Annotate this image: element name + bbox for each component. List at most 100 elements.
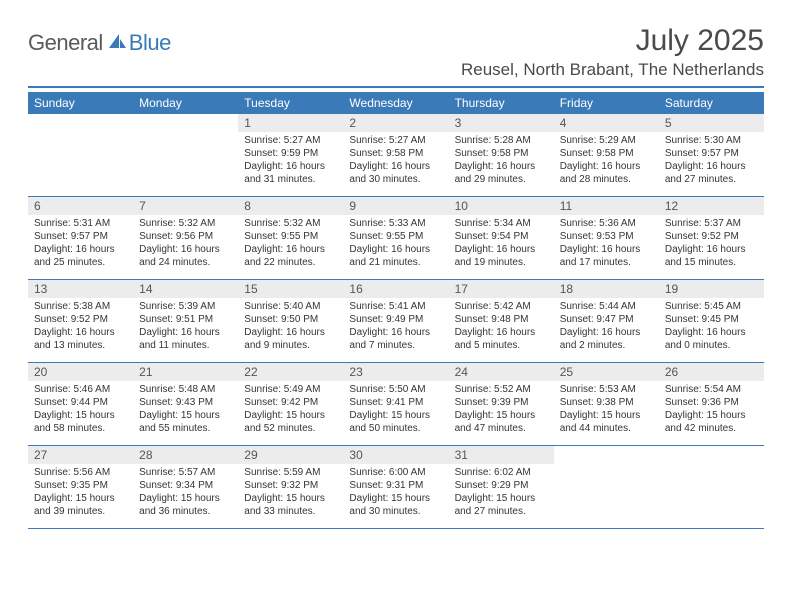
day-number: 16 xyxy=(343,280,448,298)
day-cell: . xyxy=(659,446,764,528)
daylight-line-1: Daylight: 15 hours xyxy=(244,492,337,505)
sunset-line: Sunset: 9:41 PM xyxy=(349,396,442,409)
header: General Blue July 2025 Reusel, North Bra… xyxy=(28,24,764,80)
daylight-line-1: Daylight: 16 hours xyxy=(34,243,127,256)
weekday-header: Sunday xyxy=(28,92,133,114)
day-cell: 5Sunrise: 5:30 AMSunset: 9:57 PMDaylight… xyxy=(659,114,764,196)
day-cell: 18Sunrise: 5:44 AMSunset: 9:47 PMDayligh… xyxy=(554,280,659,362)
daylight-line-2: and 58 minutes. xyxy=(34,422,127,435)
day-body: Sunrise: 6:00 AMSunset: 9:31 PMDaylight:… xyxy=(343,464,448,522)
day-body: Sunrise: 5:53 AMSunset: 9:38 PMDaylight:… xyxy=(554,381,659,439)
logo: General Blue xyxy=(28,30,171,56)
sunset-line: Sunset: 9:39 PM xyxy=(455,396,548,409)
week-row: 13Sunrise: 5:38 AMSunset: 9:52 PMDayligh… xyxy=(28,280,764,363)
daylight-line-2: and 30 minutes. xyxy=(349,505,442,518)
day-body: Sunrise: 5:37 AMSunset: 9:52 PMDaylight:… xyxy=(659,215,764,273)
day-number: 10 xyxy=(449,197,554,215)
sunrise-line: Sunrise: 5:37 AM xyxy=(665,217,758,230)
sunrise-line: Sunrise: 5:27 AM xyxy=(244,134,337,147)
day-number: 19 xyxy=(659,280,764,298)
daylight-line-2: and 7 minutes. xyxy=(349,339,442,352)
day-body: Sunrise: 5:32 AMSunset: 9:56 PMDaylight:… xyxy=(133,215,238,273)
day-cell: 30Sunrise: 6:00 AMSunset: 9:31 PMDayligh… xyxy=(343,446,448,528)
sunset-line: Sunset: 9:55 PM xyxy=(349,230,442,243)
day-body: Sunrise: 5:45 AMSunset: 9:45 PMDaylight:… xyxy=(659,298,764,356)
day-body xyxy=(28,132,133,138)
sunset-line: Sunset: 9:38 PM xyxy=(560,396,653,409)
day-number: 1 xyxy=(238,114,343,132)
sunset-line: Sunset: 9:49 PM xyxy=(349,313,442,326)
daylight-line-2: and 36 minutes. xyxy=(139,505,232,518)
day-body: Sunrise: 6:02 AMSunset: 9:29 PMDaylight:… xyxy=(449,464,554,522)
day-cell: 28Sunrise: 5:57 AMSunset: 9:34 PMDayligh… xyxy=(133,446,238,528)
daylight-line-2: and 0 minutes. xyxy=(665,339,758,352)
day-cell: 26Sunrise: 5:54 AMSunset: 9:36 PMDayligh… xyxy=(659,363,764,445)
day-body: Sunrise: 5:39 AMSunset: 9:51 PMDaylight:… xyxy=(133,298,238,356)
day-body: Sunrise: 5:56 AMSunset: 9:35 PMDaylight:… xyxy=(28,464,133,522)
location: Reusel, North Brabant, The Netherlands xyxy=(461,60,764,80)
week-row: 20Sunrise: 5:46 AMSunset: 9:44 PMDayligh… xyxy=(28,363,764,446)
day-number: 3 xyxy=(449,114,554,132)
day-number: 12 xyxy=(659,197,764,215)
day-number: 13 xyxy=(28,280,133,298)
weekday-header: Tuesday xyxy=(238,92,343,114)
sunrise-line: Sunrise: 5:32 AM xyxy=(139,217,232,230)
day-body: Sunrise: 5:48 AMSunset: 9:43 PMDaylight:… xyxy=(133,381,238,439)
daylight-line-1: Daylight: 16 hours xyxy=(665,326,758,339)
daylight-line-1: Daylight: 16 hours xyxy=(244,160,337,173)
sunset-line: Sunset: 9:32 PM xyxy=(244,479,337,492)
daylight-line-2: and 39 minutes. xyxy=(34,505,127,518)
day-cell: 7Sunrise: 5:32 AMSunset: 9:56 PMDaylight… xyxy=(133,197,238,279)
sunset-line: Sunset: 9:35 PM xyxy=(34,479,127,492)
day-body: Sunrise: 5:49 AMSunset: 9:42 PMDaylight:… xyxy=(238,381,343,439)
sunrise-line: Sunrise: 5:30 AM xyxy=(665,134,758,147)
day-number: 24 xyxy=(449,363,554,381)
day-cell: 21Sunrise: 5:48 AMSunset: 9:43 PMDayligh… xyxy=(133,363,238,445)
sunrise-line: Sunrise: 5:42 AM xyxy=(455,300,548,313)
weekday-header-row: Sunday Monday Tuesday Wednesday Thursday… xyxy=(28,92,764,114)
sunrise-line: Sunrise: 5:33 AM xyxy=(349,217,442,230)
sunset-line: Sunset: 9:48 PM xyxy=(455,313,548,326)
daylight-line-2: and 30 minutes. xyxy=(349,173,442,186)
daylight-line-1: Daylight: 16 hours xyxy=(560,243,653,256)
daylight-line-1: Daylight: 16 hours xyxy=(665,243,758,256)
sunrise-line: Sunrise: 5:54 AM xyxy=(665,383,758,396)
week-row: 6Sunrise: 5:31 AMSunset: 9:57 PMDaylight… xyxy=(28,197,764,280)
day-cell: 10Sunrise: 5:34 AMSunset: 9:54 PMDayligh… xyxy=(449,197,554,279)
daylight-line-2: and 25 minutes. xyxy=(34,256,127,269)
daylight-line-2: and 11 minutes. xyxy=(139,339,232,352)
daylight-line-1: Daylight: 16 hours xyxy=(349,160,442,173)
sunrise-line: Sunrise: 5:39 AM xyxy=(139,300,232,313)
daylight-line-1: Daylight: 16 hours xyxy=(665,160,758,173)
daylight-line-1: Daylight: 15 hours xyxy=(244,409,337,422)
daylight-line-1: Daylight: 15 hours xyxy=(455,492,548,505)
weeks-container: ..1Sunrise: 5:27 AMSunset: 9:59 PMDaylig… xyxy=(28,114,764,529)
day-body xyxy=(659,464,764,470)
day-number: 5 xyxy=(659,114,764,132)
day-body: Sunrise: 5:36 AMSunset: 9:53 PMDaylight:… xyxy=(554,215,659,273)
day-cell: 15Sunrise: 5:40 AMSunset: 9:50 PMDayligh… xyxy=(238,280,343,362)
daylight-line-2: and 24 minutes. xyxy=(139,256,232,269)
daylight-line-2: and 22 minutes. xyxy=(244,256,337,269)
day-cell: 1Sunrise: 5:27 AMSunset: 9:59 PMDaylight… xyxy=(238,114,343,196)
weekday-header: Monday xyxy=(133,92,238,114)
sunset-line: Sunset: 9:58 PM xyxy=(455,147,548,160)
day-number: 27 xyxy=(28,446,133,464)
daylight-line-1: Daylight: 16 hours xyxy=(139,243,232,256)
sunrise-line: Sunrise: 5:59 AM xyxy=(244,466,337,479)
day-number: 22 xyxy=(238,363,343,381)
day-number: 28 xyxy=(133,446,238,464)
daylight-line-1: Daylight: 16 hours xyxy=(34,326,127,339)
day-number: 11 xyxy=(554,197,659,215)
day-body: Sunrise: 5:28 AMSunset: 9:58 PMDaylight:… xyxy=(449,132,554,190)
sunset-line: Sunset: 9:34 PM xyxy=(139,479,232,492)
sunset-line: Sunset: 9:47 PM xyxy=(560,313,653,326)
daylight-line-1: Daylight: 16 hours xyxy=(349,243,442,256)
day-cell: 29Sunrise: 5:59 AMSunset: 9:32 PMDayligh… xyxy=(238,446,343,528)
day-number: 25 xyxy=(554,363,659,381)
sunset-line: Sunset: 9:53 PM xyxy=(560,230,653,243)
day-number: 26 xyxy=(659,363,764,381)
day-cell: 16Sunrise: 5:41 AMSunset: 9:49 PMDayligh… xyxy=(343,280,448,362)
sunrise-line: Sunrise: 5:53 AM xyxy=(560,383,653,396)
sunrise-line: Sunrise: 5:29 AM xyxy=(560,134,653,147)
